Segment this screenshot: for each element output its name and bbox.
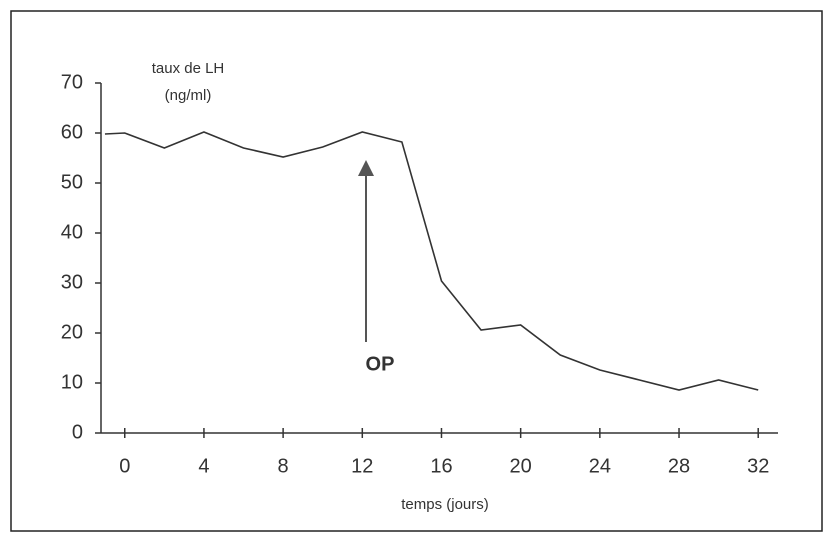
x-tick-label: 8	[278, 455, 289, 477]
y-tick-label: 40	[61, 221, 83, 243]
y-tick-label: 60	[61, 121, 83, 143]
y-tick-label: 10	[61, 371, 83, 393]
annotation: OP	[366, 353, 395, 375]
x-tick-label: 28	[668, 455, 690, 477]
x-tick-label: 32	[747, 455, 769, 477]
y-tick-label: 20	[61, 321, 83, 343]
y-tick-label: 50	[61, 171, 83, 193]
x-tick-label: 16	[430, 455, 452, 477]
y-tick-label: 30	[61, 271, 83, 293]
y-axis-label: taux de LH	[152, 60, 225, 77]
y-tick-label: 0	[72, 421, 83, 443]
line	[104, 131, 759, 391]
x-tick-label: 12	[351, 455, 373, 477]
x-tick-label: 24	[589, 455, 611, 477]
y-axis-label: (ng/ml)	[165, 87, 212, 104]
x-tick-label: 0	[119, 455, 130, 477]
frame	[10, 10, 823, 532]
x-tick-label: 4	[198, 455, 209, 477]
annotation-arrow-head	[358, 160, 374, 176]
x-axis-label: temps (jours)	[401, 496, 489, 513]
y-tick-label: 70	[61, 71, 83, 93]
x-tick-label: 20	[510, 455, 532, 477]
